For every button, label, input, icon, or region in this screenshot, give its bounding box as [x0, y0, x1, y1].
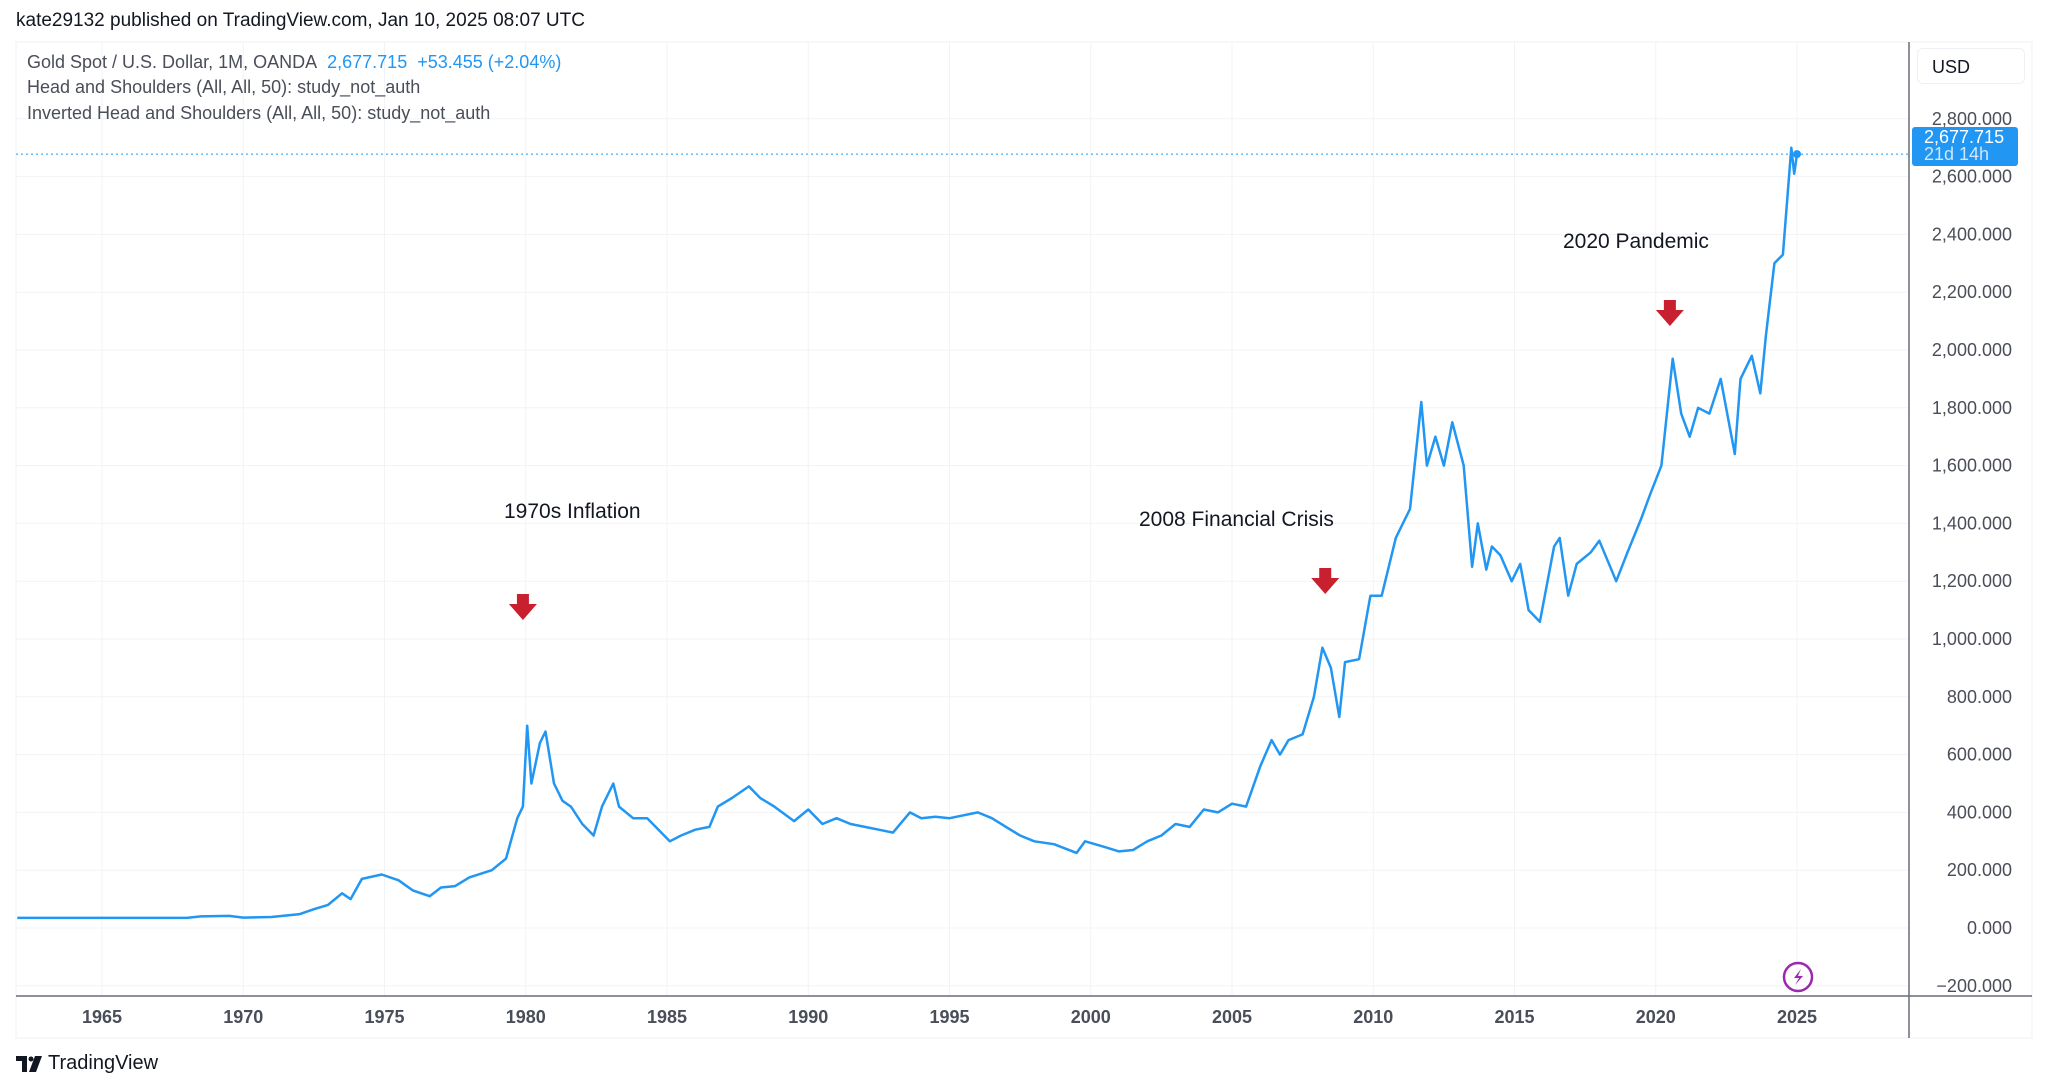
x-tick-label: 2015: [1494, 1007, 1534, 1027]
y-tick-label: 2,000.000: [1932, 340, 2012, 360]
legend-study-1[interactable]: Head and Shoulders (All, All, 50): study…: [27, 77, 421, 97]
x-tick-label: 2000: [1071, 1007, 1111, 1027]
y-tick-label: 1,400.000: [1932, 513, 2012, 533]
x-tick-label: 1965: [82, 1007, 122, 1027]
price-label: 2,677.715 21d 14h: [1912, 127, 2018, 166]
y-tick-label: 2,800.000: [1932, 109, 2012, 129]
y-tick-label: −200.000: [1936, 976, 2012, 996]
y-tick-label: 1,000.000: [1932, 629, 2012, 649]
publish-info: kate29132 published on TradingView.com, …: [16, 10, 585, 31]
price-change: +53.455 (+2.04%): [417, 52, 562, 72]
logo-text: TradingView: [48, 1052, 159, 1074]
arrow-down-icon: [1655, 300, 1684, 326]
arrow-down-icon: [508, 594, 537, 620]
x-tick-label: 1975: [364, 1007, 404, 1027]
y-tick-label: 0.000: [1967, 918, 2012, 938]
y-tick-label: 1,600.000: [1932, 456, 2012, 476]
x-tick-label: 2010: [1353, 1007, 1393, 1027]
price-label-value: 2,677.715: [1924, 127, 2005, 147]
y-tick-label: 2,600.000: [1932, 167, 2012, 187]
time-axis: 1965 1970 1975 1980 1985 1990 1995 2000 2005 2010…: [82, 1007, 1817, 1027]
x-tick-label: 1995: [929, 1007, 969, 1027]
y-tick-label: 200.000: [1947, 860, 2012, 880]
y-tick-label: 2,200.000: [1932, 282, 2012, 302]
x-tick-label: 2025: [1777, 1007, 1817, 1027]
x-tick-label: 1980: [506, 1007, 546, 1027]
x-tick-label: 1990: [788, 1007, 828, 1027]
grid: [16, 42, 1909, 996]
x-tick-label: 1970: [223, 1007, 263, 1027]
y-tick-label: 600.000: [1947, 745, 2012, 765]
legend-symbol-row: Gold Spot / U.S. Dollar, 1M, OANDA 2,677…: [27, 52, 561, 73]
last-price-dot: [1793, 150, 1801, 159]
x-tick-label: 2005: [1212, 1007, 1252, 1027]
x-tick-label: 2020: [1636, 1007, 1676, 1027]
lightning-icon[interactable]: [1782, 961, 1814, 993]
chart-frame: [15, 41, 2033, 1039]
annotation-2008-crisis: 2008 Financial Crisis: [1139, 508, 1334, 531]
price-axis: 2,800.000 2,600.000 2,400.000 2,200.000 2,00…: [1932, 109, 2012, 996]
y-tick-label: 400.000: [1947, 802, 2012, 822]
y-tick-label: 2,400.000: [1932, 224, 2012, 244]
tradingview-logo[interactable]: TradingView: [16, 1052, 158, 1075]
legend-study-2[interactable]: Inverted Head and Shoulders (All, All, 5…: [27, 103, 491, 123]
annotation-2020-pandemic: 2020 Pandemic: [1563, 230, 1709, 253]
y-tick-label: 1,200.000: [1932, 571, 2012, 591]
x-tick-label: 1985: [647, 1007, 687, 1027]
symbol-name[interactable]: Gold Spot / U.S. Dollar, 1M, OANDA: [27, 52, 318, 72]
last-price: 2,677.715: [327, 52, 408, 72]
price-label-countdown: 21d 14h: [1924, 144, 1990, 164]
y-tick-label: 800.000: [1947, 687, 2012, 707]
currency-button[interactable]: USD: [1917, 48, 2025, 84]
arrow-down-icon: [1311, 568, 1340, 594]
price-line: [17, 146, 1799, 920]
annotation-1970s-inflation: 1970s Inflation: [504, 500, 641, 523]
tradingview-logo-icon: [16, 1055, 42, 1072]
y-tick-label: 1,800.000: [1932, 398, 2012, 418]
